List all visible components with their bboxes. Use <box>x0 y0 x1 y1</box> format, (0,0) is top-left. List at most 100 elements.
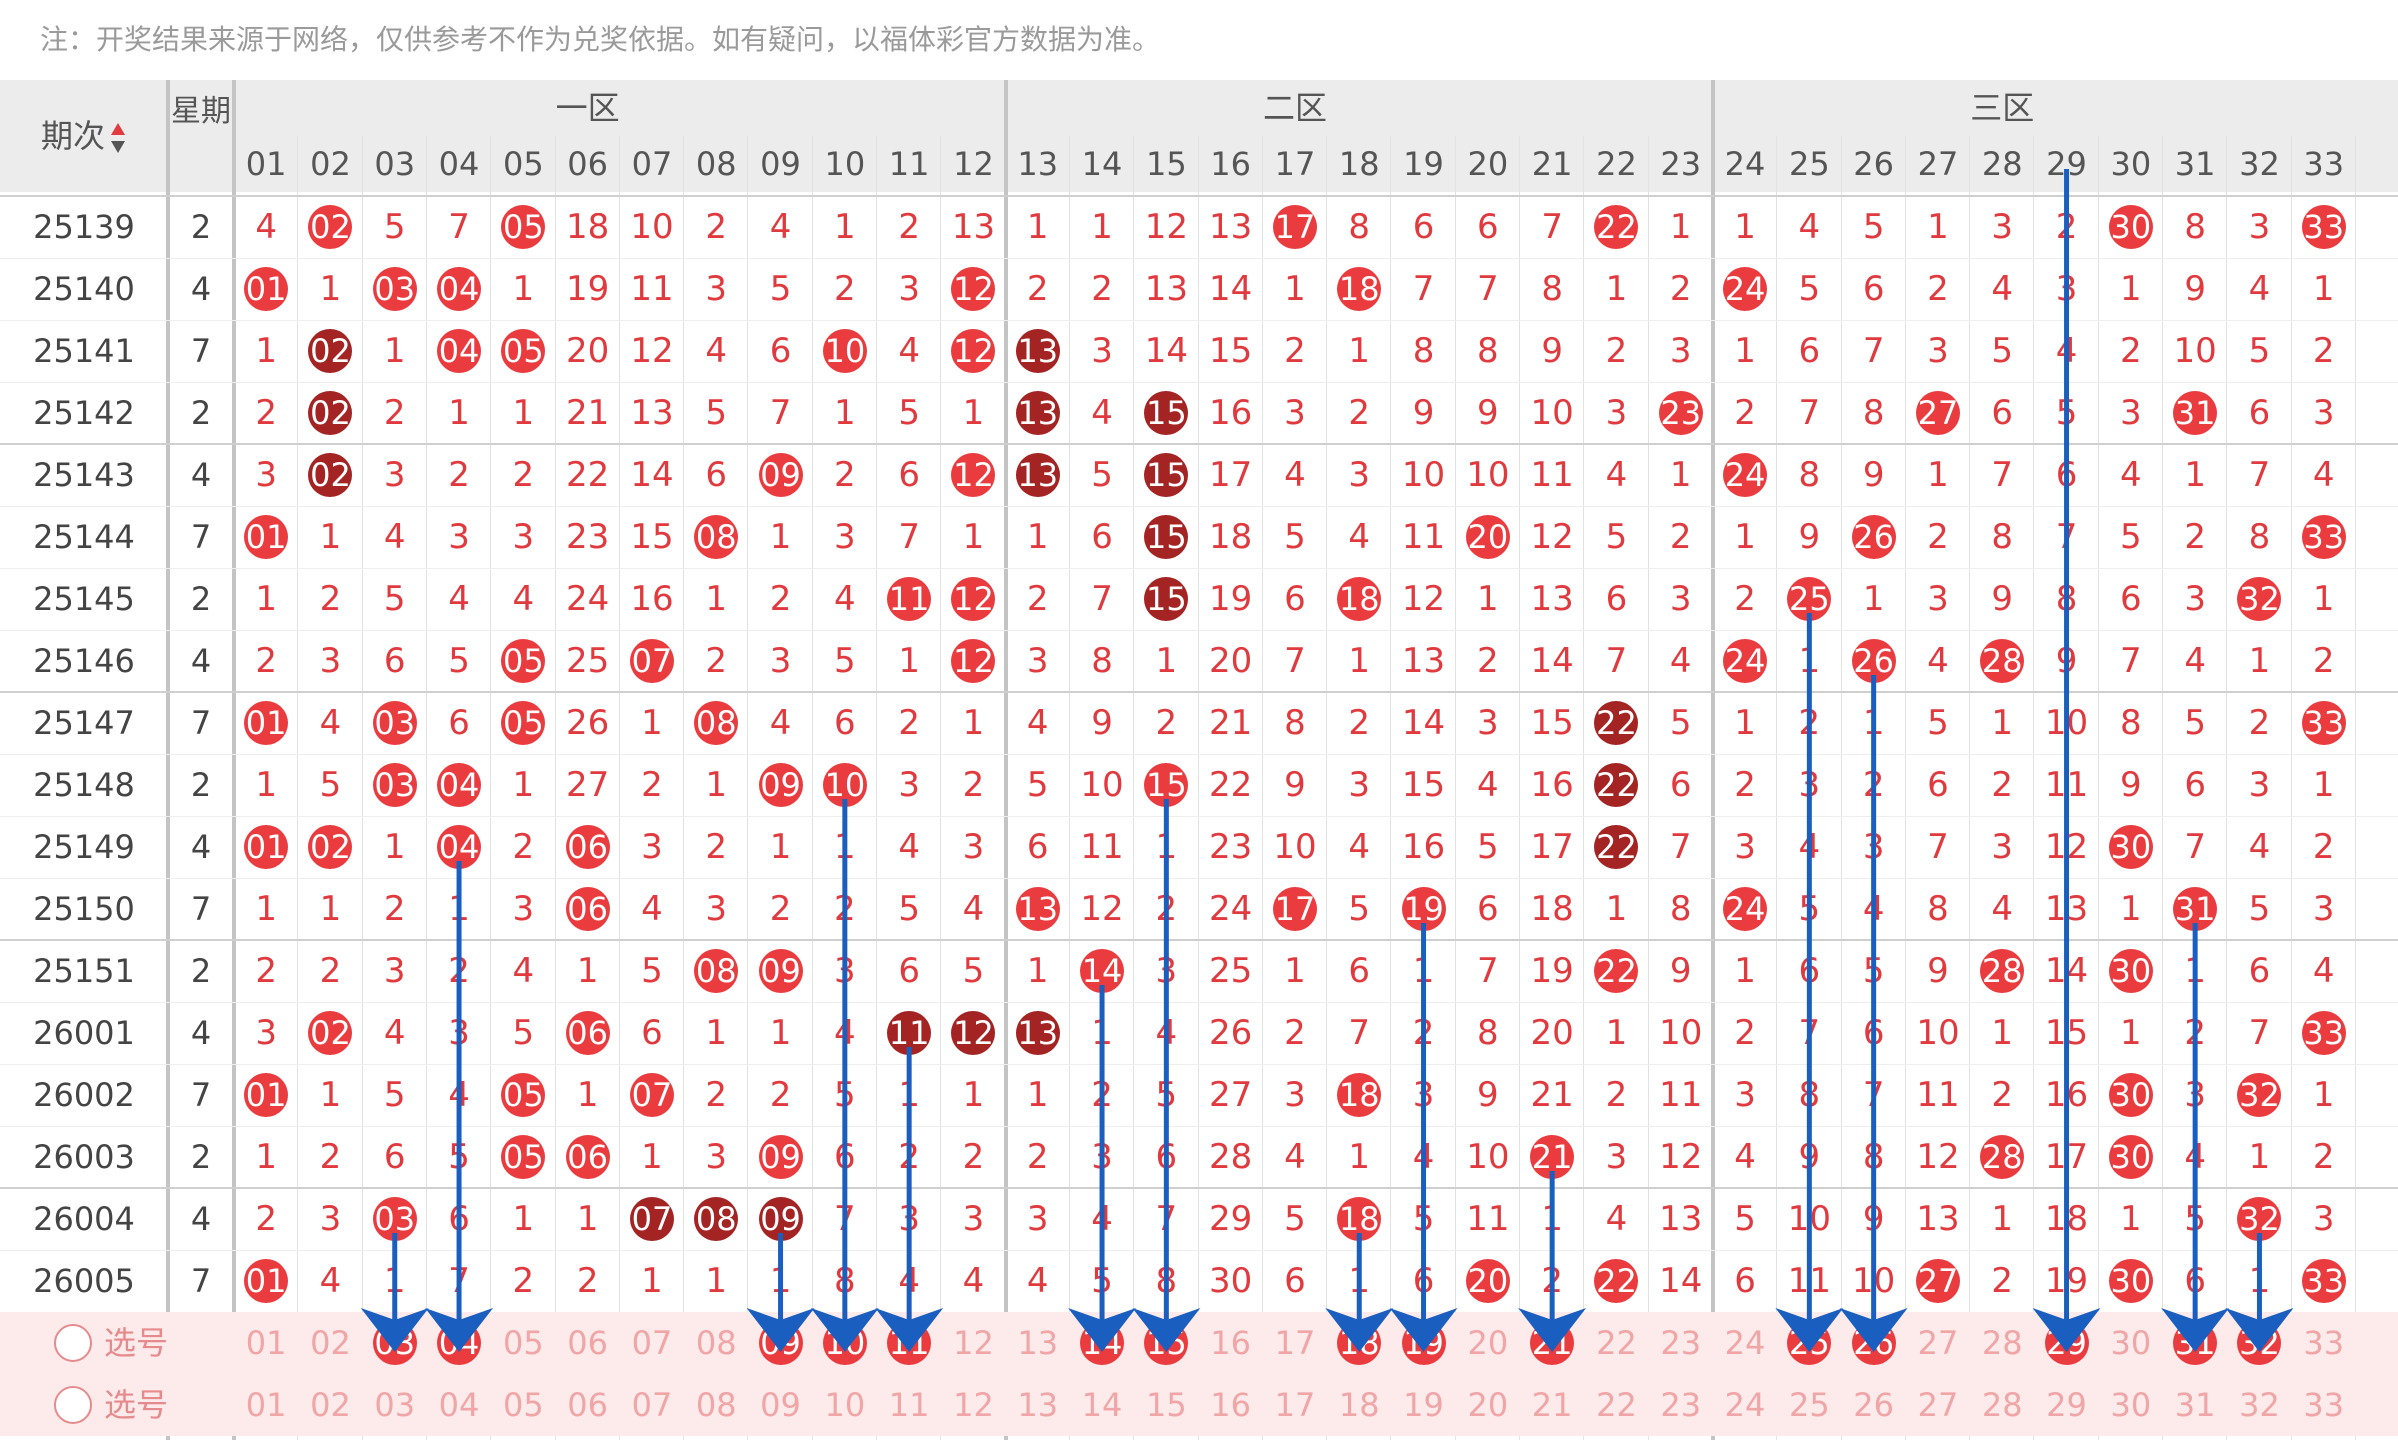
omission-count: 4 <box>1798 207 1821 247</box>
selectable-number[interactable]: 02 <box>310 1386 351 1424</box>
selectable-number[interactable]: 33 <box>2303 1324 2345 1362</box>
selected-number-ball[interactable]: 26 <box>1851 1321 1896 1365</box>
selectable-number[interactable]: 16 <box>1210 1386 1251 1424</box>
selectable-number[interactable]: 24 <box>1724 1386 1766 1424</box>
omission-count: 1 <box>255 579 277 619</box>
omission-count: 2 <box>512 1261 535 1301</box>
selectable-number[interactable]: 01 <box>245 1386 287 1424</box>
selectable-number[interactable]: 23 <box>1660 1324 1702 1362</box>
omission-count: 1 <box>1284 269 1306 309</box>
selectable-number[interactable]: 20 <box>1467 1386 1509 1424</box>
selectable-number[interactable]: 33 <box>2303 1386 2345 1424</box>
omission-count: 12 <box>1659 1137 1703 1177</box>
selected-number-ball[interactable]: 04 <box>437 1321 482 1365</box>
selectable-number[interactable]: 32 <box>2239 1386 2280 1424</box>
drawn-ball: 07 <box>629 1073 674 1117</box>
omission-count: 4 <box>1155 1013 1178 1053</box>
selected-number-ball[interactable]: 29 <box>2044 1321 2089 1365</box>
sort-up-down-icon[interactable] <box>109 121 127 155</box>
selectable-number[interactable]: 13 <box>1017 1386 1059 1424</box>
selectable-number[interactable]: 01 <box>245 1324 287 1362</box>
selectable-number[interactable]: 28 <box>1981 1324 2023 1362</box>
selectable-number[interactable]: 08 <box>695 1324 737 1362</box>
omission-count: 10 <box>2173 331 2217 371</box>
selectable-number[interactable]: 02 <box>310 1324 351 1362</box>
selected-number-ball[interactable]: 19 <box>1401 1321 1446 1365</box>
selectable-number[interactable]: 11 <box>888 1386 930 1424</box>
selectable-number[interactable]: 31 <box>2174 1386 2216 1424</box>
selectable-number[interactable]: 03 <box>374 1386 416 1424</box>
selectable-number[interactable]: 12 <box>953 1386 994 1424</box>
drawn-ball: 24 <box>1723 453 1768 497</box>
selectable-number[interactable]: 28 <box>1981 1386 2023 1424</box>
selectable-number[interactable]: 19 <box>1403 1386 1444 1424</box>
omission-count: 3 <box>1798 765 1821 805</box>
selectable-number[interactable]: 08 <box>695 1386 737 1424</box>
selectable-number[interactable]: 30 <box>2110 1324 2152 1362</box>
selectable-number[interactable]: 30 <box>2110 1386 2152 1424</box>
omission-count: 5 <box>962 951 985 991</box>
selectable-number[interactable]: 06 <box>567 1386 608 1424</box>
omission-count: 2 <box>255 393 277 433</box>
omission-count: 3 <box>898 1199 920 1239</box>
selected-number-ball[interactable]: 32 <box>2237 1321 2282 1365</box>
selected-number-ball[interactable]: 18 <box>1337 1321 1382 1365</box>
selected-number-ball[interactable]: 11 <box>887 1321 932 1365</box>
selectable-number[interactable]: 12 <box>953 1324 994 1362</box>
selectable-number[interactable]: 22 <box>1596 1386 1637 1424</box>
selectable-number[interactable]: 26 <box>1853 1386 1894 1424</box>
omission-count: 4 <box>769 703 792 743</box>
column-divider <box>2097 136 2099 1440</box>
selectable-number[interactable]: 27 <box>1917 1386 1959 1424</box>
selectable-number[interactable]: 07 <box>631 1386 673 1424</box>
radio-circle-icon[interactable] <box>54 1386 92 1424</box>
omission-count: 13 <box>1401 641 1446 681</box>
selectable-number[interactable]: 14 <box>1081 1386 1123 1424</box>
selectable-number[interactable]: 05 <box>502 1324 544 1362</box>
column-header-05: 05 <box>502 145 544 183</box>
selectable-number[interactable]: 05 <box>502 1386 544 1424</box>
selectable-number[interactable]: 16 <box>1210 1324 1251 1362</box>
selected-number-ball[interactable]: 31 <box>2173 1321 2218 1365</box>
selected-number-ball[interactable]: 25 <box>1787 1321 1832 1365</box>
selectable-number[interactable]: 07 <box>631 1324 673 1362</box>
selectable-number[interactable]: 17 <box>1274 1324 1316 1362</box>
selectable-number[interactable]: 24 <box>1724 1324 1766 1362</box>
selected-number-ball[interactable]: 15 <box>1144 1321 1189 1365</box>
omission-count: 1 <box>1541 1199 1563 1239</box>
omission-count: 5 <box>1477 827 1499 867</box>
selected-number-ball[interactable]: 21 <box>1530 1321 1575 1365</box>
period-header[interactable]: 期次 <box>0 80 168 192</box>
selectable-number[interactable]: 23 <box>1660 1386 1702 1424</box>
selectable-number[interactable]: 25 <box>1788 1386 1830 1424</box>
omission-count: 2 <box>1605 331 1628 371</box>
selectable-number[interactable]: 13 <box>1017 1324 1059 1362</box>
selectable-number[interactable]: 18 <box>1338 1386 1380 1424</box>
selectable-number[interactable]: 09 <box>760 1386 801 1424</box>
selected-number-ball[interactable]: 10 <box>822 1321 867 1365</box>
drawn-ball: 05 <box>501 329 546 373</box>
selectable-number[interactable]: 21 <box>1531 1386 1573 1424</box>
selected-number-ball[interactable]: 14 <box>1080 1321 1125 1365</box>
selected-number-ball[interactable]: 09 <box>758 1321 803 1365</box>
selectable-number[interactable]: 22 <box>1596 1324 1637 1362</box>
selectable-number[interactable]: 10 <box>824 1386 866 1424</box>
selectable-number[interactable]: 20 <box>1467 1324 1509 1362</box>
selectable-number[interactable]: 06 <box>567 1324 608 1362</box>
selectable-number[interactable]: 29 <box>2046 1386 2087 1424</box>
omission-count: 4 <box>898 827 920 867</box>
omission-count: 5 <box>1927 703 1949 743</box>
selectable-number[interactable]: 17 <box>1274 1386 1316 1424</box>
selectable-number[interactable]: 15 <box>1145 1386 1187 1424</box>
radio-circle-icon[interactable] <box>54 1324 92 1362</box>
column-header-32: 32 <box>2239 145 2280 183</box>
selectable-number[interactable]: 27 <box>1917 1324 1959 1362</box>
omission-count: 6 <box>2184 765 2206 805</box>
column-header-17: 17 <box>1274 145 1316 183</box>
drawn-ball: 10 <box>822 763 867 807</box>
selectable-number[interactable]: 04 <box>438 1386 480 1424</box>
omission-count: 9 <box>1477 1075 1499 1115</box>
omission-count: 2 <box>769 1075 792 1115</box>
omission-count: 5 <box>1862 207 1885 247</box>
selected-number-ball[interactable]: 03 <box>372 1321 417 1365</box>
